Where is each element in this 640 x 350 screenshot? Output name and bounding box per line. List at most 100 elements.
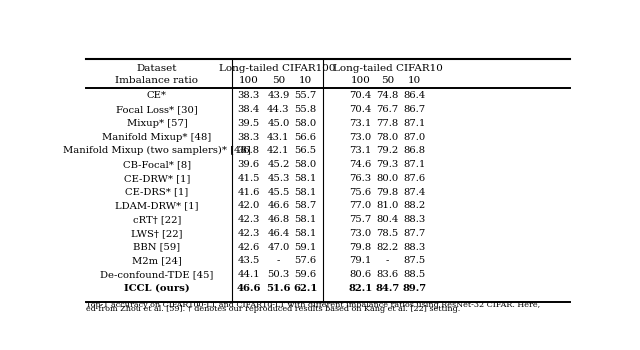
Text: Long-tailed CIFAR100: Long-tailed CIFAR100	[219, 64, 335, 74]
Text: 80.6: 80.6	[349, 270, 371, 279]
Text: CE*: CE*	[147, 91, 167, 100]
Text: CE-DRW* [1]: CE-DRW* [1]	[124, 174, 190, 183]
Text: 73.0: 73.0	[349, 133, 371, 142]
Text: 46.4: 46.4	[268, 229, 289, 238]
Text: 45.3: 45.3	[268, 174, 289, 183]
Text: Manifold Mixup* [48]: Manifold Mixup* [48]	[102, 133, 211, 142]
Text: 87.6: 87.6	[404, 174, 426, 183]
Text: 75.6: 75.6	[349, 188, 371, 197]
Text: 89.7: 89.7	[403, 284, 427, 293]
Text: 80.0: 80.0	[376, 174, 399, 183]
Text: 73.1: 73.1	[349, 119, 371, 128]
Text: Dataset: Dataset	[136, 64, 177, 74]
Text: Long-tailed CIFAR10: Long-tailed CIFAR10	[333, 64, 442, 74]
Text: 62.1: 62.1	[294, 284, 318, 293]
Text: 79.2: 79.2	[376, 146, 399, 155]
Text: 39.6: 39.6	[237, 160, 260, 169]
Text: De-confound-TDE [45]: De-confound-TDE [45]	[100, 270, 214, 279]
Text: 10: 10	[299, 76, 312, 85]
Text: 87.1: 87.1	[404, 160, 426, 169]
Text: -: -	[276, 256, 280, 265]
Text: 79.3: 79.3	[376, 160, 399, 169]
Text: 39.5: 39.5	[237, 119, 260, 128]
Text: 82.1: 82.1	[348, 284, 372, 293]
Text: 76.7: 76.7	[376, 105, 399, 114]
Text: 10: 10	[408, 76, 421, 85]
Text: 46.6: 46.6	[236, 284, 261, 293]
Text: 50: 50	[272, 76, 285, 85]
Text: 82.2: 82.2	[376, 243, 399, 252]
Text: 41.5: 41.5	[237, 174, 260, 183]
Text: 38.4: 38.4	[237, 105, 260, 114]
Text: 50: 50	[381, 76, 394, 85]
Text: 78.5: 78.5	[376, 229, 399, 238]
Text: 86.8: 86.8	[404, 146, 426, 155]
Text: 43.1: 43.1	[267, 133, 290, 142]
Text: 80.4: 80.4	[376, 215, 399, 224]
Text: 45.2: 45.2	[268, 160, 289, 169]
Text: 42.3: 42.3	[237, 229, 260, 238]
Text: 84.7: 84.7	[376, 284, 399, 293]
Text: 41.6: 41.6	[237, 188, 260, 197]
Text: 76.3: 76.3	[349, 174, 371, 183]
Text: 100: 100	[239, 76, 259, 85]
Text: 45.5: 45.5	[268, 188, 289, 197]
Text: 81.0: 81.0	[376, 201, 399, 210]
Text: 87.1: 87.1	[404, 119, 426, 128]
Text: 88.3: 88.3	[404, 215, 426, 224]
Text: 57.6: 57.6	[294, 256, 317, 265]
Text: 87.4: 87.4	[404, 188, 426, 197]
Text: 43.5: 43.5	[237, 256, 260, 265]
Text: Manifold Mixup (two samplers)* [48]: Manifold Mixup (two samplers)* [48]	[63, 146, 251, 155]
Text: 79.1: 79.1	[349, 256, 371, 265]
Text: Mixup* [57]: Mixup* [57]	[127, 119, 188, 128]
Text: 58.7: 58.7	[294, 201, 317, 210]
Text: 87.7: 87.7	[404, 229, 426, 238]
Text: 56.6: 56.6	[294, 133, 317, 142]
Text: 58.1: 58.1	[294, 174, 317, 183]
Text: 75.7: 75.7	[349, 215, 371, 224]
Text: 70.4: 70.4	[349, 105, 371, 114]
Text: 88.5: 88.5	[404, 270, 426, 279]
Text: 44.3: 44.3	[267, 105, 290, 114]
Text: cRT† [22]: cRT† [22]	[132, 215, 181, 224]
Text: ICCL (ours): ICCL (ours)	[124, 284, 189, 293]
Text: 79.8: 79.8	[376, 188, 399, 197]
Text: CE-DRS* [1]: CE-DRS* [1]	[125, 188, 189, 197]
Text: LWS† [22]: LWS† [22]	[131, 229, 182, 238]
Text: 56.5: 56.5	[294, 146, 317, 155]
Text: 45.0: 45.0	[268, 119, 289, 128]
Text: 46.8: 46.8	[268, 215, 289, 224]
Text: 100: 100	[350, 76, 370, 85]
Text: 59.6: 59.6	[294, 270, 317, 279]
Text: Imbalance ratio: Imbalance ratio	[115, 76, 198, 85]
Text: 78.0: 78.0	[376, 133, 399, 142]
Text: 55.8: 55.8	[294, 105, 317, 114]
Text: 87.5: 87.5	[404, 256, 426, 265]
Text: 79.8: 79.8	[349, 243, 371, 252]
Text: 38.3: 38.3	[237, 133, 260, 142]
Text: 58.0: 58.0	[294, 160, 317, 169]
Text: 43.9: 43.9	[268, 91, 289, 100]
Text: 46.6: 46.6	[268, 201, 289, 210]
Text: LDAM-DRW* [1]: LDAM-DRW* [1]	[115, 201, 198, 210]
Text: 83.6: 83.6	[376, 270, 399, 279]
Text: Top-1 accuracy on CIFAR100-LT and CIFAR10-LT with different imbalance ratios usi: Top-1 accuracy on CIFAR100-LT and CIFAR1…	[86, 301, 540, 309]
Text: 36.8: 36.8	[237, 146, 260, 155]
Text: ed from Zhou et al. [59]. † denotes our reproduced results based on Kang et al. : ed from Zhou et al. [59]. † denotes our …	[86, 305, 460, 313]
Text: 86.4: 86.4	[404, 91, 426, 100]
Text: 73.0: 73.0	[349, 229, 371, 238]
Text: 74.8: 74.8	[376, 91, 399, 100]
Text: 87.0: 87.0	[404, 133, 426, 142]
Text: CB-Focal* [8]: CB-Focal* [8]	[123, 160, 191, 169]
Text: 70.4: 70.4	[349, 91, 371, 100]
Text: 58.1: 58.1	[294, 188, 317, 197]
Text: 47.0: 47.0	[268, 243, 289, 252]
Text: 42.6: 42.6	[237, 243, 260, 252]
Text: 58.0: 58.0	[294, 119, 317, 128]
Text: 59.1: 59.1	[294, 243, 317, 252]
Text: 77.0: 77.0	[349, 201, 371, 210]
Text: 50.3: 50.3	[268, 270, 289, 279]
Text: 42.0: 42.0	[237, 201, 260, 210]
Text: 74.6: 74.6	[349, 160, 371, 169]
